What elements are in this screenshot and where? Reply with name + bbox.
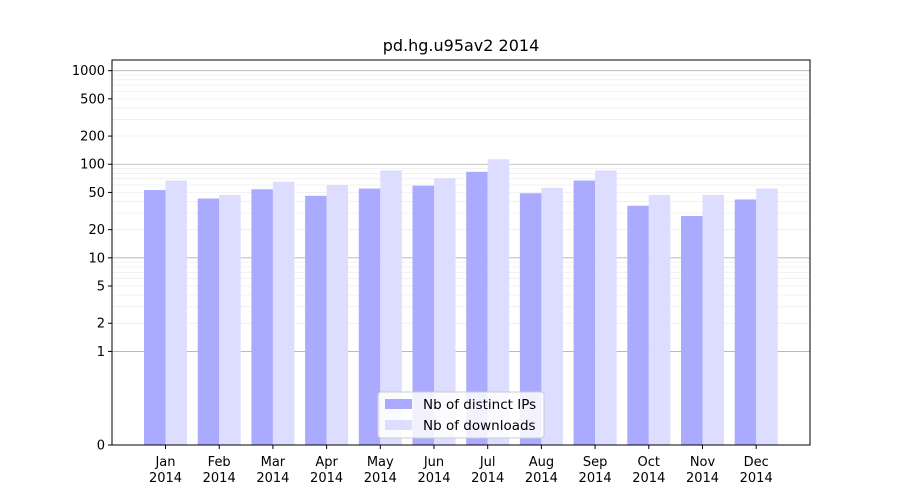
y-tick-label: 200 — [80, 130, 105, 145]
x-tick-label-year: 2014 — [310, 471, 343, 486]
chart-title: pd.hg.u95av2 2014 — [383, 36, 540, 55]
bar-downloads — [165, 180, 187, 446]
x-tick-label-month: Aug — [529, 455, 554, 470]
bar-distinct-ips — [358, 188, 381, 445]
bar-downloads — [541, 187, 563, 445]
x-tick-label-year: 2014 — [686, 471, 719, 486]
bar-distinct-ips — [412, 185, 434, 446]
x-tick-label-month: Feb — [208, 455, 231, 470]
bar-downloads — [648, 194, 671, 445]
bar-distinct-ips — [305, 195, 327, 445]
x-axis-ticks: Jan2014Feb2014Mar2014Apr2014May2014Jun20… — [149, 445, 773, 486]
y-tick-label: 100 — [80, 158, 105, 173]
y-tick-label: 10 — [88, 251, 105, 266]
bar-distinct-ips — [251, 189, 273, 445]
bar-downloads — [326, 185, 349, 445]
x-tick-label-month: Nov — [690, 455, 716, 470]
bar-downloads — [272, 181, 295, 446]
x-tick-label-month: Dec — [744, 455, 769, 470]
bar-distinct-ips — [627, 205, 649, 445]
x-tick-label-month: Oct — [638, 455, 660, 470]
x-tick-label-year: 2014 — [149, 471, 182, 486]
legend: Nb of distinct IPs Nb of downloads — [377, 391, 545, 439]
y-tick-label: 2 — [97, 317, 105, 332]
y-tick-label: 1000 — [72, 64, 105, 79]
x-tick-label-year: 2014 — [579, 471, 612, 486]
bar-distinct-ips — [144, 190, 166, 445]
y-axis-ticks: 0 1 2 5 10 20 50 100 200 500 1000 — [72, 64, 112, 454]
bar-downloads — [756, 188, 778, 445]
x-tick-label-year: 2014 — [203, 471, 236, 486]
bars — [144, 159, 778, 446]
bar-downloads — [380, 170, 402, 445]
x-tick-label-month: May — [367, 455, 394, 470]
legend-label: Nb of downloads — [423, 418, 536, 434]
x-tick-label-year: 2014 — [525, 471, 558, 486]
legend-label: Nb of distinct IPs — [423, 397, 536, 413]
bar-distinct-ips — [197, 198, 220, 445]
x-tick-label-year: 2014 — [417, 471, 450, 486]
legend-swatch — [385, 399, 412, 409]
bar-distinct-ips — [681, 215, 703, 445]
plot-frame — [111, 59, 811, 446]
x-tick-label-month: Sep — [583, 455, 608, 470]
bar-downloads — [487, 159, 510, 446]
x-tick-label-month: Jan — [154, 455, 175, 470]
x-tick-label-year: 2014 — [471, 471, 504, 486]
x-tick-label-month: Mar — [261, 455, 286, 470]
bar-distinct-ips — [519, 193, 542, 445]
y-tick-label: 0 — [97, 439, 105, 454]
bar-distinct-ips — [466, 171, 488, 445]
x-tick-label-year: 2014 — [364, 471, 397, 486]
bar-downloads — [595, 170, 617, 445]
legend-swatch — [385, 420, 412, 430]
y-tick-label: 20 — [88, 223, 105, 238]
bar-downloads — [219, 194, 241, 445]
x-tick-label-year: 2014 — [740, 471, 773, 486]
x-tick-label-year: 2014 — [256, 471, 289, 486]
legend-box — [377, 391, 545, 439]
bar-downloads — [434, 178, 456, 445]
bar-distinct-ips — [573, 180, 596, 446]
y-tick-label: 50 — [88, 186, 105, 201]
y-tick-label: 1 — [97, 345, 105, 360]
bar-downloads — [702, 194, 724, 445]
y-tick-label: 5 — [97, 280, 105, 295]
y-tick-label: 500 — [80, 92, 105, 107]
bar-distinct-ips — [734, 199, 757, 445]
x-tick-label-month: Apr — [315, 455, 338, 470]
x-tick-label-month: Jun — [423, 455, 444, 470]
x-tick-label-year: 2014 — [632, 471, 665, 486]
x-tick-label-month: Jul — [479, 455, 496, 470]
